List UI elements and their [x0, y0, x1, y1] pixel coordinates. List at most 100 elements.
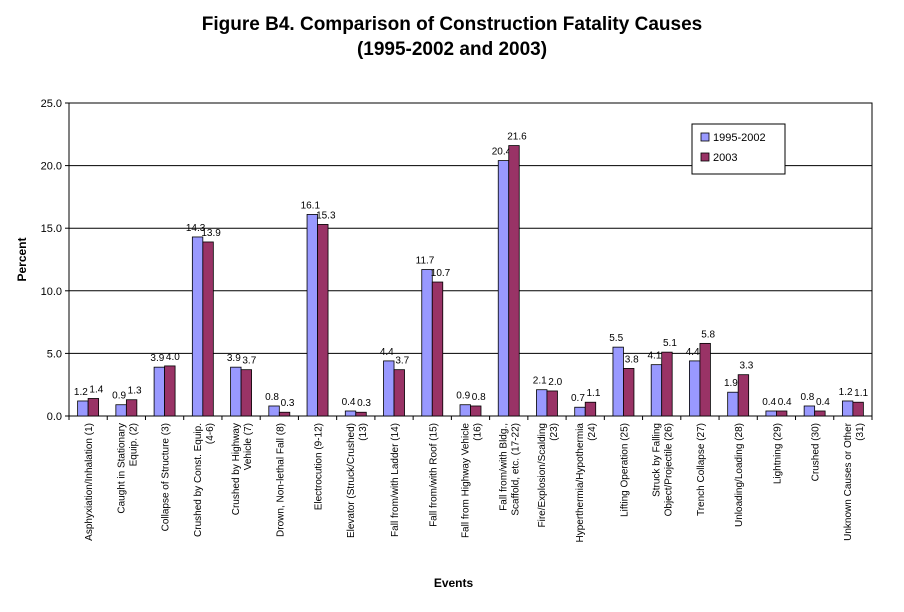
- data-label: 3.9: [150, 353, 164, 364]
- x-category-label: Fall from/with Bldg.,: [499, 423, 510, 511]
- data-label: 0.9: [112, 391, 126, 402]
- bar-series2: [508, 145, 520, 417]
- data-label: 20.4: [492, 147, 512, 158]
- x-category-label: Fire/Explosion/Scalding: [537, 423, 548, 528]
- data-label: 5.5: [609, 333, 623, 344]
- legend-swatch: [700, 152, 710, 162]
- x-category-label: (16): [473, 423, 484, 441]
- y-tick-label: 25.0: [41, 98, 62, 110]
- data-label: 0.3: [357, 398, 371, 409]
- data-label: 21.6: [507, 132, 527, 143]
- x-category-label: Struck by Falling: [652, 423, 663, 497]
- data-label: 11.7: [416, 256, 435, 267]
- bar-series1: [497, 160, 510, 417]
- x-category-label: Vehicle (7): [243, 423, 254, 470]
- bar-series2: [852, 401, 864, 417]
- x-category-label: Lightning (29): [772, 423, 783, 484]
- bar-series1: [803, 405, 816, 417]
- bar-series1: [383, 360, 395, 417]
- chart-title-line1: Figure B4. Comparison of Construction Fa…: [201, 14, 703, 35]
- bar-series1: [536, 389, 548, 417]
- bar-series1: [574, 406, 586, 417]
- x-category-label: (24): [587, 423, 598, 441]
- data-label: 4.4: [380, 347, 394, 358]
- bar-series1: [650, 364, 663, 417]
- data-label: 5.1: [663, 338, 677, 349]
- x-category-label: (13): [358, 423, 369, 441]
- legend-box: [691, 123, 786, 175]
- bar-series2: [164, 365, 176, 417]
- x-category-label: Collapse of Structure (3): [161, 423, 172, 531]
- bar-series2: [546, 390, 558, 417]
- bar-series2: [814, 410, 826, 417]
- data-label: 2.1: [533, 376, 547, 387]
- bar-series1: [612, 346, 624, 417]
- data-label: 1.1: [587, 388, 601, 399]
- bar-series2: [584, 401, 597, 417]
- legend-swatch: [700, 132, 710, 142]
- x-category-label: Crushed by Const. Equip.: [193, 423, 204, 537]
- x-category-label: Electrocution (9-12): [314, 423, 325, 510]
- y-axis-label: Percent: [15, 237, 29, 281]
- y-tick-label: 0.0: [47, 411, 62, 423]
- bar-series1: [344, 410, 357, 417]
- bar-series1: [153, 366, 165, 417]
- x-category-label: Hyperthermia/Hypothermia: [575, 423, 586, 543]
- data-label: 3.9: [227, 353, 241, 364]
- y-tick-label: 15.0: [41, 223, 62, 235]
- bar-series1: [191, 236, 204, 417]
- data-label: 1.1: [854, 388, 868, 399]
- data-label: 3.3: [739, 361, 753, 372]
- data-label: 0.3: [281, 398, 295, 409]
- bar-series1: [77, 400, 89, 417]
- bar-series1: [459, 404, 471, 417]
- legend-label: 1995-2002: [713, 132, 766, 144]
- bar-series2: [431, 281, 444, 417]
- x-category-label: (31): [855, 423, 866, 441]
- bar-series1: [115, 404, 127, 417]
- legend-label: 2003: [713, 152, 737, 164]
- x-axis-label: Events: [434, 576, 474, 590]
- x-category-label: (4-6): [205, 423, 216, 444]
- data-label: 3.8: [625, 354, 639, 365]
- bar-series2: [125, 399, 138, 417]
- data-label: 16.1: [301, 200, 321, 211]
- x-category-label: (23): [549, 423, 560, 441]
- data-label: 0.4: [816, 397, 830, 408]
- x-category-label: Unknown Causes or Other: [843, 422, 854, 541]
- data-label: 1.2: [74, 387, 88, 398]
- data-label: 2.0: [548, 377, 562, 388]
- data-label: 1.4: [89, 384, 103, 395]
- data-label: 4.4: [686, 347, 700, 358]
- chart-title: Figure B4. Comparison of Construction Fa…: [0, 12, 904, 62]
- x-category-label: Asphyxiation/Inhalation (1): [84, 423, 95, 541]
- data-label: 0.4: [342, 397, 356, 408]
- bar-series1: [421, 269, 433, 417]
- bar-series2: [317, 224, 329, 417]
- bar-series2: [737, 374, 750, 417]
- x-category-label: Equip. (2): [128, 423, 139, 466]
- data-label: 4.0: [166, 352, 180, 363]
- bar-series2: [355, 411, 367, 417]
- data-label: 13.9: [201, 228, 221, 239]
- data-label: 1.9: [724, 378, 738, 389]
- data-label: 0.8: [800, 392, 814, 403]
- data-label: 3.7: [395, 356, 409, 367]
- y-tick-label: 10.0: [41, 286, 62, 298]
- x-category-label: Elevator (Struck/Crushed): [346, 423, 357, 538]
- y-tick-label: 20.0: [41, 161, 62, 173]
- bar-series2: [699, 342, 711, 417]
- bar-series1: [306, 214, 318, 417]
- x-category-label: Scaffold, etc. (17-22): [511, 423, 522, 516]
- bar-series2: [278, 411, 291, 417]
- data-label: 0.4: [762, 397, 776, 408]
- bar-series2: [661, 351, 673, 417]
- x-category-label: Fall from/with Roof (15): [428, 423, 439, 527]
- bar-series1: [841, 400, 854, 417]
- data-label: 0.7: [571, 393, 585, 404]
- data-label: 1.3: [128, 386, 142, 397]
- data-label: 1.2: [839, 387, 853, 398]
- x-category-label: Lifting Operation (25): [619, 423, 630, 517]
- data-label: 0.8: [265, 392, 279, 403]
